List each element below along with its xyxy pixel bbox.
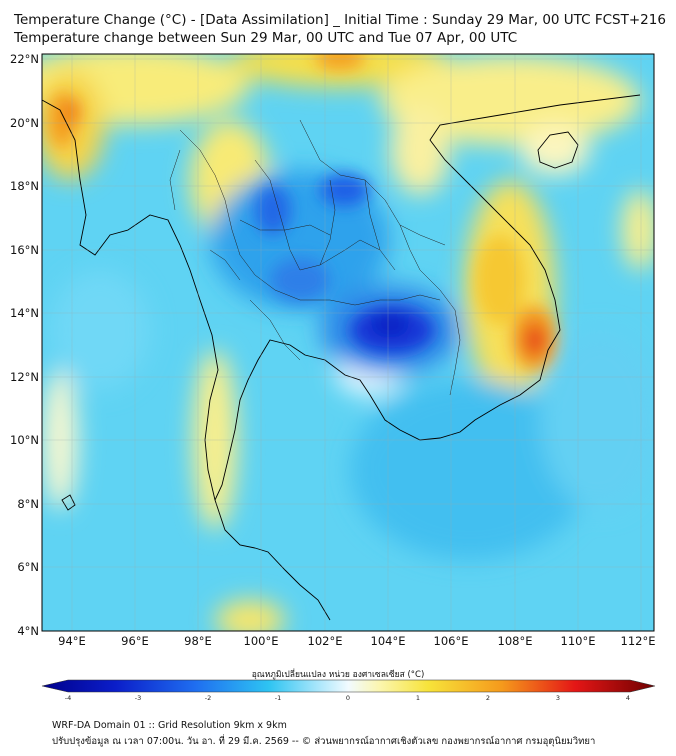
coastlines [42,94,641,621]
lon-tick-label: 102°E [308,634,343,648]
colorbar-tick-label: 3 [556,694,560,702]
footer-credits: ปรับปรุงข้อมูล ณ เวลา 07:00น. วัน อา. ที… [52,736,596,747]
lat-tick-label: 20°N [10,116,39,130]
lat-tick-label: 12°N [10,370,39,384]
colorbar-tick-label: -2 [205,694,211,700]
colorbar-tick-label: 1 [416,694,420,702]
lon-tick-label: 104°E [371,634,406,648]
colorbar-tick-label: -1 [275,694,281,702]
temperature-field [42,54,654,631]
map-frame [41,53,655,632]
colorbar-tick-label: 4 [626,694,630,702]
colorbar-tick-label: 0 [346,694,350,702]
temperature-change-map: 94°E 96°E 98°E 100°E 102°E 104°E 106°E 1… [10,52,656,700]
colorbar-label: อุณหภูมิเปลี่ยนแปลง หน่วย องศาเซลเซียส (… [251,670,425,680]
colorbar-ticks: -4 -3 -2 [65,694,211,700]
lon-tick-label: 94°E [58,634,86,648]
lon-tick-label: 100°E [244,634,279,648]
lat-tick-label: 6°N [17,560,39,574]
chart-title: Temperature Change (°C) - [Data Assimila… [14,12,666,28]
lat-tick-label: 4°N [17,624,39,638]
lon-tick-label: 96°E [121,634,149,648]
lon-tick-label: 98°E [184,634,212,648]
chart-subtitle: Temperature change between Sun 29 Mar, 0… [14,30,518,46]
lon-tick-labels: 94°E 96°E 98°E 100°E 102°E 104°E 106°E 1… [58,634,655,648]
colorbar-tick-label: -3 [135,694,141,700]
lat-tick-label: 10°N [10,433,39,447]
lat-tick-label: 22°N [10,52,39,66]
footer-domain-info: WRF-DA Domain 01 :: Grid Resolution 9km … [52,720,287,731]
lon-tick-label: 110°E [561,634,596,648]
colorbar-tick-label: -4 [65,694,71,700]
lat-tick-label: 14°N [10,306,39,320]
lat-tick-label: 18°N [10,179,39,193]
lat-tick-label: 8°N [17,497,39,511]
colorbar: -4 -3 -2 [41,679,656,700]
lon-tick-label: 108°E [498,634,533,648]
lon-tick-label: 112°E [621,634,656,648]
lon-tick-label: 106°E [434,634,469,648]
gridlines [42,54,654,632]
colorbar-strip [41,679,656,693]
lat-tick-label: 16°N [10,243,39,257]
colorbar-tick-row: -1 0 1 2 3 4 [275,694,630,702]
colorbar-tick-label: 2 [486,694,490,702]
lat-tick-labels: 4°N 6°N 8°N 10°N 12°N 14°N 16°N 18°N 20°… [10,52,39,638]
